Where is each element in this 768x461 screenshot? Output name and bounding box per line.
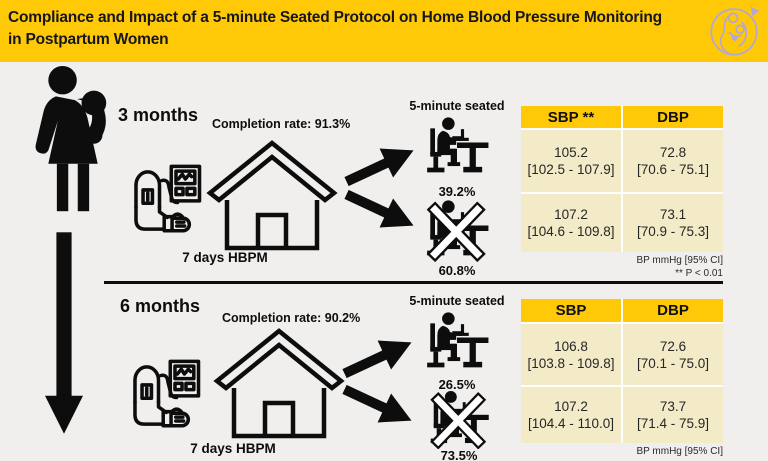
not-seated-percentage-3mo: 60.8% [438, 263, 476, 278]
page-title: Compliance and Impact of a 5-minute Seat… [8, 7, 662, 51]
completion-rate-6mo: Completion rate: 90.2% [222, 311, 361, 325]
footnote-units: BP mmHg [95% CI] [636, 255, 723, 266]
timeline-down-arrow-icon [45, 232, 83, 434]
table-cell-sbp-row1: 105.2 [102.5 - 107.9] [521, 130, 621, 192]
seated-header-3mo: 5-minute seated [409, 99, 505, 113]
bp-monitor-icon [126, 352, 202, 432]
timepoint-label-3mo: 3 months [118, 105, 199, 125]
seated-percentage-6mo: 26.5% [438, 377, 476, 392]
person-seated-at-desk-icon [424, 114, 490, 182]
timepoint-label-6mo: 6 months [120, 296, 201, 316]
house-icon [212, 323, 346, 441]
person-seated-at-desk-icon [424, 309, 490, 377]
bp-table-6mo: SBP DBP 106.8 [103.8 - 109.8] 72.6 [70.1… [521, 299, 723, 443]
table-cell-dbp-row1: 72.6 [70.1 - 75.0] [623, 324, 723, 385]
person-seated-crossed-out-icon [424, 200, 490, 262]
footnote-units: BP mmHg [95% CI] [636, 446, 723, 457]
table-cell-dbp-row2: 73.7 [71.4 - 75.9] [623, 387, 723, 443]
table-header-sbp: SBP ** [521, 106, 621, 128]
completion-rate-3mo: Completion rate: 91.3% [212, 117, 351, 131]
hbpm-label-6mo: 7 days HBPM [190, 441, 276, 456]
table-header-dbp: DBP [623, 106, 723, 128]
footnote-pvalue: ** P < 0.01 [675, 267, 723, 279]
section-divider [104, 281, 723, 284]
hbpm-label-3mo: 7 days HBPM [182, 250, 268, 265]
table-footnotes-6mo: BP mmHg [95% CI] [521, 446, 723, 459]
person-seated-crossed-out-icon [426, 391, 492, 449]
mother-baby-logo-icon [706, 3, 762, 59]
table-cell-dbp-row2: 73.1 [70.9 - 75.3] [623, 194, 723, 252]
arrow-down-right-icon [337, 374, 418, 436]
seated-header-6mo: 5-minute seated [409, 294, 505, 308]
title-line-2: in Postpartum Women [8, 31, 169, 48]
mother-holding-baby-icon [27, 65, 119, 215]
table-header-dbp: DBP [623, 299, 723, 322]
table-cell-sbp-row2: 107.2 [104.4 - 110.0] [521, 387, 621, 443]
table-footnotes-3mo: BP mmHg [95% CI] ** P < 0.01 [521, 255, 723, 280]
table-header-sbp: SBP [521, 299, 621, 322]
table-cell-dbp-row1: 72.8 [70.6 - 75.1] [623, 130, 723, 192]
header-banner: Compliance and Impact of a 5-minute Seat… [0, 0, 768, 62]
not-seated-percentage-6mo: 73.5% [440, 448, 478, 461]
table-cell-sbp-row2: 107.2 [104.6 - 109.8] [521, 194, 621, 252]
bp-table-3mo: SBP ** DBP 105.2 [102.5 - 107.9] 72.8 [7… [521, 106, 723, 252]
title-line-1: Compliance and Impact of a 5-minute Seat… [8, 9, 662, 26]
seated-percentage-3mo: 39.2% [438, 184, 476, 199]
table-cell-sbp-row1: 106.8 [103.8 - 109.8] [521, 324, 621, 385]
arrow-down-right-icon [339, 179, 420, 241]
house-icon [205, 135, 339, 253]
bp-monitor-icon [127, 157, 203, 237]
